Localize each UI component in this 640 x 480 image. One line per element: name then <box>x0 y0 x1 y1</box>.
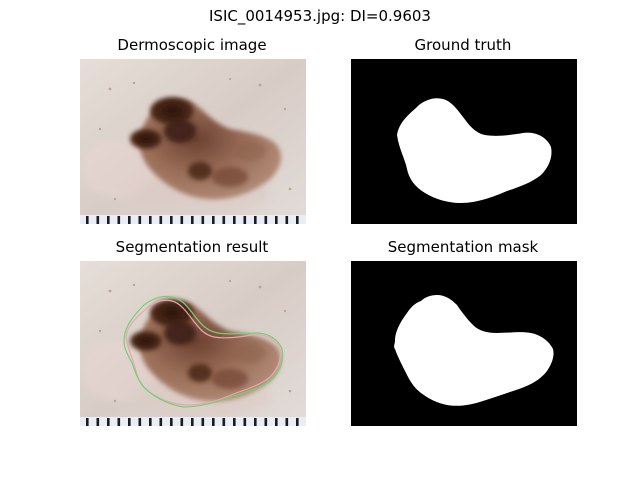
ruler-tick <box>128 216 131 224</box>
ruler-tick <box>159 216 163 224</box>
ruler-tick <box>96 216 100 224</box>
segmentation-region <box>394 295 554 406</box>
ruler-tick <box>107 216 110 224</box>
ruler-tick <box>128 418 131 426</box>
segmentation-result-title: Segmentation result <box>115 238 269 256</box>
ruler-tick <box>243 216 247 224</box>
ruler-tick <box>296 216 299 224</box>
ruler-tick <box>296 418 299 426</box>
dermoscopic-image <box>80 59 306 224</box>
ruler-tick <box>201 216 205 224</box>
ruler-tick <box>191 216 194 224</box>
ground-truth-region <box>397 98 552 203</box>
ruler-tick <box>117 216 121 224</box>
ruler-tick <box>233 418 236 426</box>
segmentation-mask-title: Segmentation mask <box>387 238 539 256</box>
ground-truth-mask <box>351 59 577 224</box>
segmentation-result-image <box>80 261 306 426</box>
ruler-tick <box>254 418 257 426</box>
ruler-tick <box>170 418 173 426</box>
dermoscopic-image-title: Dermoscopic image <box>117 36 267 54</box>
ruler-tick <box>107 418 110 426</box>
ruler-tick <box>285 418 289 426</box>
ruler-tick <box>254 216 257 224</box>
ruler-tick <box>117 418 121 426</box>
segmentation-contour <box>123 295 284 408</box>
ruler-tick <box>149 418 152 426</box>
ruler-tick <box>222 216 226 224</box>
ruler-scale <box>86 418 299 426</box>
ruler-tick <box>264 216 268 224</box>
ruler-tick <box>180 418 184 426</box>
ruler-tick <box>201 418 205 426</box>
ruler-scale <box>86 216 299 224</box>
segmentation-mask <box>351 261 577 426</box>
ruler-tick <box>264 418 268 426</box>
ruler-tick <box>243 418 247 426</box>
ruler-tick <box>96 418 100 426</box>
ruler-tick <box>212 216 215 224</box>
ruler-tick <box>275 216 278 224</box>
ruler-tick <box>180 216 184 224</box>
ruler-tick <box>212 418 215 426</box>
ruler-tick <box>170 216 173 224</box>
ruler-tick <box>222 418 226 426</box>
ruler-tick <box>159 418 163 426</box>
ruler-tick <box>86 418 89 426</box>
ground-truth-title: Ground truth <box>414 36 512 54</box>
ruler-tick <box>191 418 194 426</box>
ruler-tick <box>233 216 236 224</box>
ruler-tick <box>275 418 278 426</box>
ruler-tick <box>285 216 289 224</box>
ruler-tick <box>86 216 89 224</box>
ruler-tick <box>149 216 152 224</box>
figure-title: ISIC_0014953.jpg: DI=0.9603 <box>209 7 431 25</box>
ruler-tick <box>138 216 142 224</box>
ruler-tick <box>138 418 142 426</box>
